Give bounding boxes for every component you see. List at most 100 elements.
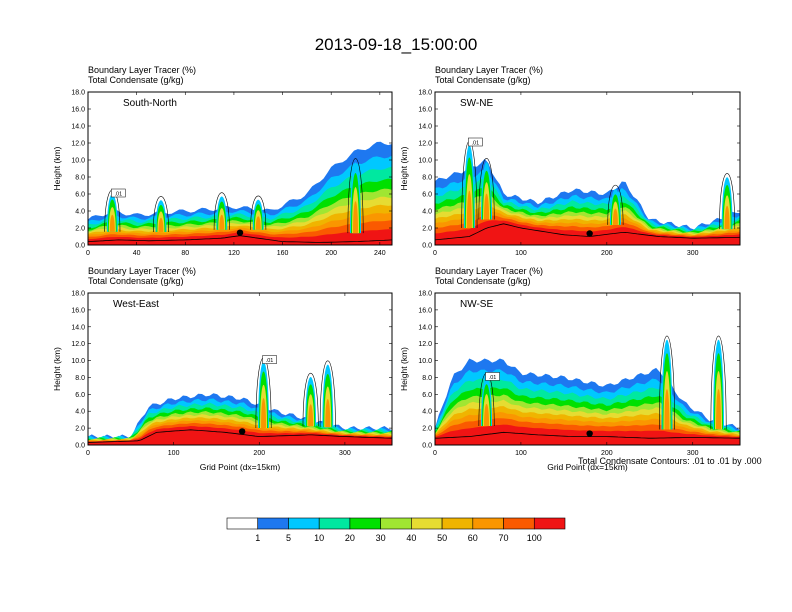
y-tick-label: 6.0 bbox=[422, 192, 432, 199]
y-tick-label: 4.0 bbox=[422, 409, 432, 416]
x-tick-label: 200 bbox=[253, 450, 265, 457]
condensate-contour bbox=[607, 184, 624, 225]
colorbar-label: 60 bbox=[468, 533, 478, 543]
colorbar-label: 40 bbox=[406, 533, 416, 543]
colorbar-swatch bbox=[380, 517, 412, 530]
cloud-plume-4 bbox=[255, 216, 261, 230]
y-tick-label: 12.0 bbox=[71, 341, 85, 348]
y-tick-label: 8.0 bbox=[422, 175, 432, 182]
plot-frame bbox=[87, 292, 393, 446]
location-marker bbox=[238, 428, 246, 435]
cloud-plume-1 bbox=[261, 398, 267, 428]
y-tick-label: 12.0 bbox=[418, 341, 432, 348]
y-tick-label: 10.0 bbox=[418, 158, 432, 165]
cloud-plume-2 bbox=[664, 389, 670, 430]
y-tick-label: 2.0 bbox=[422, 226, 432, 233]
field-label-tracer: Boundary Layer Tracer (%) bbox=[88, 65, 196, 75]
y-tick-label: 4.0 bbox=[422, 209, 432, 216]
plot-frame bbox=[434, 292, 741, 446]
x-tick-label: 300 bbox=[687, 450, 699, 457]
y-tick-label: 14.0 bbox=[71, 324, 85, 331]
y-tick-label: 2.0 bbox=[422, 426, 432, 433]
x-tick-label: 40 bbox=[133, 250, 141, 257]
x-tick-label: 100 bbox=[168, 450, 180, 457]
x-tick-label: 0 bbox=[86, 250, 90, 257]
colorbar-label: 30 bbox=[376, 533, 386, 543]
y-tick-label: 14.0 bbox=[418, 124, 432, 131]
y-tick-label: 6.0 bbox=[75, 192, 85, 199]
field-label-condensate: Total Condensate (g/kg) bbox=[88, 75, 184, 85]
cloud-plume-5 bbox=[353, 201, 359, 234]
colorbar-label: 50 bbox=[437, 533, 447, 543]
cloud-plume-1 bbox=[484, 403, 490, 426]
location-marker bbox=[236, 229, 244, 236]
cross-section-name: NW-SE bbox=[460, 299, 493, 310]
cross-section-name: South-North bbox=[123, 98, 177, 109]
tracer-field bbox=[88, 141, 392, 245]
y-tick-label: 16.0 bbox=[71, 107, 85, 114]
x-tick-label: 200 bbox=[325, 250, 337, 257]
x-tick-label: 200 bbox=[601, 450, 613, 457]
panel-west-east: .01 0.0 2.0 4.0 6.0 8.0 10.0 12.0 14.0 16.0 18.0 0 1… bbox=[52, 266, 393, 472]
y-tick-label: 2.0 bbox=[75, 426, 85, 433]
y-tick-label: 12.0 bbox=[418, 141, 432, 148]
x-tick-label: 300 bbox=[339, 450, 351, 457]
terrain-line bbox=[435, 223, 740, 241]
y-tick-label: 14.0 bbox=[418, 324, 432, 331]
y-tick-label: 0.0 bbox=[422, 443, 432, 450]
y-tick-label: 0.0 bbox=[75, 443, 85, 450]
contour-label-box bbox=[262, 355, 277, 364]
colorbar-swatch bbox=[441, 517, 474, 530]
contour-note: Total Condensate Contours: .01 to .01 by… bbox=[578, 456, 762, 466]
y-tick-label: 6.0 bbox=[422, 392, 432, 399]
terrain-line bbox=[435, 431, 740, 439]
tracer-field bbox=[435, 335, 740, 445]
condensate-contour bbox=[152, 196, 169, 232]
contour-label-box bbox=[485, 372, 500, 381]
y-tick-label: 4.0 bbox=[75, 409, 85, 416]
cloud-plume-3 bbox=[325, 399, 331, 428]
y-tick-label: 18.0 bbox=[418, 90, 432, 97]
y-tick-label: 16.0 bbox=[71, 307, 85, 314]
x-tick-label: 80 bbox=[181, 250, 189, 257]
figure-title: 2013-09-18_15:00:00 bbox=[315, 35, 478, 54]
cloud-plume-3 bbox=[612, 208, 618, 225]
colorbar-swatch bbox=[533, 517, 566, 530]
cloud-plume-2 bbox=[484, 193, 490, 220]
colorbar-swatch bbox=[226, 517, 259, 530]
y-tick-label: 4.0 bbox=[75, 209, 85, 216]
x-tick-label: 100 bbox=[515, 250, 527, 257]
condensate-contour bbox=[250, 195, 267, 230]
field-label-condensate: Total Condensate (g/kg) bbox=[435, 75, 531, 85]
y-tick-label: 2.0 bbox=[75, 226, 85, 233]
y-tick-label: 8.0 bbox=[422, 375, 432, 382]
x-tick-label: 0 bbox=[433, 450, 437, 457]
contour-label-box bbox=[468, 137, 483, 147]
panel-nw-se: .01 0.0 2.0 4.0 6.0 8.0 10.0 12.0 14.0 16.0 18.0 0 1… bbox=[399, 266, 741, 472]
tracer-band-10 bbox=[88, 426, 392, 445]
y-axis-title: Height (km) bbox=[399, 347, 409, 391]
y-tick-label: 8.0 bbox=[75, 175, 85, 182]
panels: .01 0.0 2.0 4.0 6.0 8.0 10.0 12.0 14.0 16.0 18.0 0 4… bbox=[52, 65, 741, 472]
y-tick-label: 14.0 bbox=[71, 124, 85, 131]
x-tick-label: 160 bbox=[277, 250, 289, 257]
colorbar-swatch bbox=[257, 517, 289, 530]
tracer-band-10 bbox=[88, 229, 392, 245]
x-tick-label: 0 bbox=[433, 250, 437, 257]
x-tick-label: 240 bbox=[374, 250, 386, 257]
terrain-line bbox=[88, 429, 392, 443]
y-tick-label: 10.0 bbox=[71, 358, 85, 365]
y-axis-title: Height (km) bbox=[399, 146, 409, 190]
condensate-contour bbox=[478, 158, 495, 220]
y-tick-label: 10.0 bbox=[418, 358, 432, 365]
field-label-tracer: Boundary Layer Tracer (%) bbox=[435, 266, 543, 276]
colorbar-swatch bbox=[288, 517, 320, 530]
panel-south-north: .01 0.0 2.0 4.0 6.0 8.0 10.0 12.0 14.0 16.0 18.0 0 4… bbox=[52, 65, 393, 257]
colorbar-swatch bbox=[503, 517, 535, 530]
y-tick-label: 0.0 bbox=[422, 243, 432, 250]
colorbar-label: 70 bbox=[499, 533, 509, 543]
cloud-plume-1 bbox=[109, 214, 115, 232]
x-axis-title: Grid Point (dx=15km) bbox=[200, 462, 281, 472]
cloud-plume-2 bbox=[308, 404, 314, 427]
